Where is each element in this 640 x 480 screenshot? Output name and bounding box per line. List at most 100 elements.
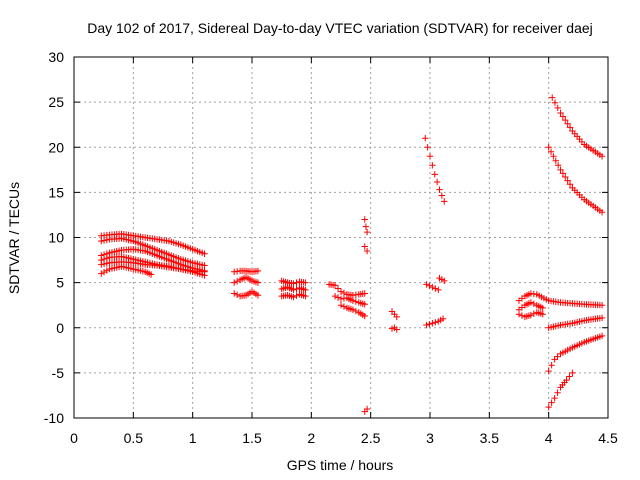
data-point [530, 300, 538, 308]
data-point [530, 310, 538, 317]
data-point [100, 268, 108, 276]
data-point [566, 181, 574, 188]
data-point [441, 198, 448, 205]
data-point [436, 186, 443, 193]
data-point [562, 116, 569, 124]
y-tick-label: 15 [48, 184, 64, 200]
series-arc-24 [423, 315, 447, 329]
series-arc-31 [549, 94, 606, 160]
data-point [147, 271, 155, 278]
data-point [426, 320, 433, 328]
data-point [361, 243, 368, 250]
series-arc-2 [98, 235, 208, 269]
series-arc-6 [98, 263, 155, 278]
series-arc-23 [436, 274, 448, 285]
data-point [334, 285, 342, 292]
data-point [551, 394, 558, 402]
data-point [290, 293, 297, 301]
x-axis-label: GPS time / hours [287, 457, 394, 473]
data-point [432, 285, 439, 292]
series-arc-11 [278, 283, 309, 294]
series-arc-18 [361, 405, 371, 415]
data-point [426, 282, 433, 289]
data-point [201, 250, 208, 257]
series-arc-13 [325, 281, 368, 299]
y-tick-label: 30 [48, 49, 64, 65]
data-point [439, 315, 447, 322]
series-arc-29 [545, 332, 606, 375]
data-point [103, 260, 111, 267]
data-point [340, 289, 348, 297]
data-point [566, 373, 573, 380]
y-tick-label: 20 [48, 139, 64, 155]
data-point [362, 223, 370, 230]
series-arc-10 [278, 277, 309, 287]
y-tick-label: 10 [48, 230, 64, 246]
series-arc-22 [423, 281, 442, 294]
data-point [549, 94, 556, 101]
series-arc-8 [231, 274, 262, 286]
data-point [545, 144, 552, 151]
x-tick-label: 0 [70, 430, 78, 446]
data-point [302, 286, 309, 294]
data-point [349, 297, 357, 304]
series-arc-32 [545, 144, 606, 216]
data-point [361, 290, 368, 297]
data-point [363, 228, 371, 236]
data-point [302, 292, 309, 300]
data-point [564, 120, 571, 127]
data-point [438, 192, 446, 199]
data-point [566, 124, 574, 131]
data-point [293, 279, 300, 286]
data-point [393, 313, 400, 321]
data-point [559, 113, 567, 120]
series-arc-9 [231, 288, 262, 300]
data-point [422, 135, 429, 142]
data-point [557, 166, 564, 174]
data-point [429, 283, 436, 291]
data-point [598, 332, 606, 340]
series-arc-26 [515, 299, 546, 313]
data-point [361, 312, 368, 320]
x-tick-label: 1.5 [242, 430, 262, 446]
data-point [598, 314, 606, 322]
y-tick-label: 0 [56, 320, 64, 336]
data-point [349, 306, 357, 313]
series-arc-20 [388, 324, 400, 333]
data-point [554, 162, 562, 169]
data-point [424, 144, 431, 151]
data-point [254, 267, 262, 275]
data-point [551, 99, 559, 106]
data-point [598, 301, 606, 309]
data-point [231, 290, 238, 297]
series-arc-1 [98, 230, 208, 257]
data-point [539, 304, 546, 312]
data-point [254, 279, 262, 286]
data-point [254, 292, 262, 299]
y-tick-label: -5 [52, 365, 65, 381]
data-point [515, 311, 523, 318]
data-point [432, 319, 439, 326]
x-tick-label: 1 [189, 430, 197, 446]
y-tick-label: -10 [44, 410, 64, 426]
data-point [539, 311, 546, 318]
data-point [433, 178, 441, 186]
data-point [429, 162, 436, 169]
data-point [334, 294, 342, 301]
data-point [564, 177, 571, 184]
data-point [431, 171, 438, 178]
data-point [363, 247, 371, 255]
data-point [290, 286, 297, 294]
x-tick-label: 4 [545, 430, 553, 446]
data-point [337, 301, 345, 309]
chart-title: Day 102 of 2017, Sidereal Day-to-day VTE… [87, 20, 593, 36]
series-arc-14 [331, 292, 368, 308]
series-arc-21 [422, 135, 448, 205]
data-point [545, 403, 552, 411]
data-point [98, 270, 105, 277]
data-point [100, 237, 108, 244]
series-arc-19 [388, 308, 400, 321]
x-tick-label: 4.5 [598, 430, 618, 446]
series-arc-5 [98, 258, 208, 279]
